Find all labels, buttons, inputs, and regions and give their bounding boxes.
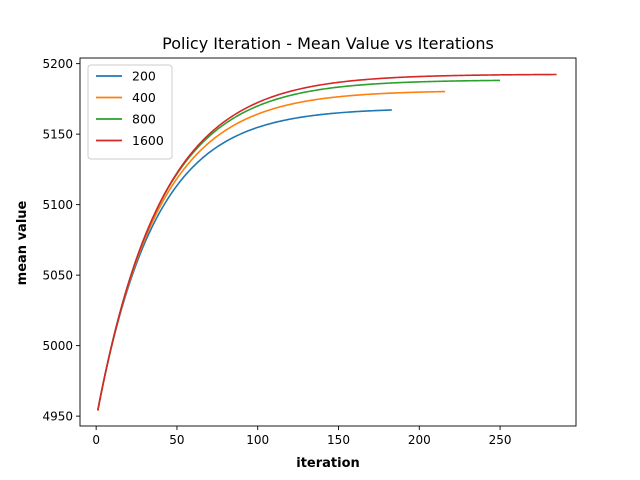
chart-title: Policy Iteration - Mean Value vs Iterati… — [162, 34, 494, 53]
y-tick-label-5200: 5200 — [42, 57, 73, 71]
legend-label-200: 200 — [132, 69, 156, 84]
x-axis-label: iteration — [296, 456, 360, 471]
axes: 0 50 100 150 200 250 4950 5000 5050 5100 5150 5200 — [42, 57, 577, 447]
x-tick-label-250: 250 — [489, 433, 512, 447]
y-tick-label-5150: 5150 — [42, 128, 73, 142]
legend-label-1600: 1600 — [132, 133, 164, 148]
legend-label-400: 400 — [132, 90, 156, 105]
plot-frame — [79, 57, 577, 427]
legend-box — [87, 64, 173, 160]
x-tick-label-100: 100 — [246, 433, 269, 447]
y-tick-label-5050: 5050 — [42, 269, 73, 283]
y-tick-label-5100: 5100 — [42, 198, 73, 212]
x-tick-label-200: 200 — [408, 433, 431, 447]
legend-label-800: 800 — [132, 112, 156, 127]
series-line-200 — [96, 109, 392, 411]
y-tick-label-4950: 4950 — [42, 410, 73, 424]
legend: 200 400 800 1600 — [87, 64, 173, 160]
y-tick-label-5000: 5000 — [42, 339, 73, 353]
x-tick-label-50: 50 — [169, 433, 184, 447]
plot-area — [96, 73, 557, 411]
x-tick-label-150: 150 — [327, 433, 350, 447]
y-axis-label: mean value — [15, 200, 30, 285]
series-line-400 — [96, 90, 446, 411]
series-line-1600 — [96, 73, 557, 411]
x-tick-label-0: 0 — [92, 433, 100, 447]
